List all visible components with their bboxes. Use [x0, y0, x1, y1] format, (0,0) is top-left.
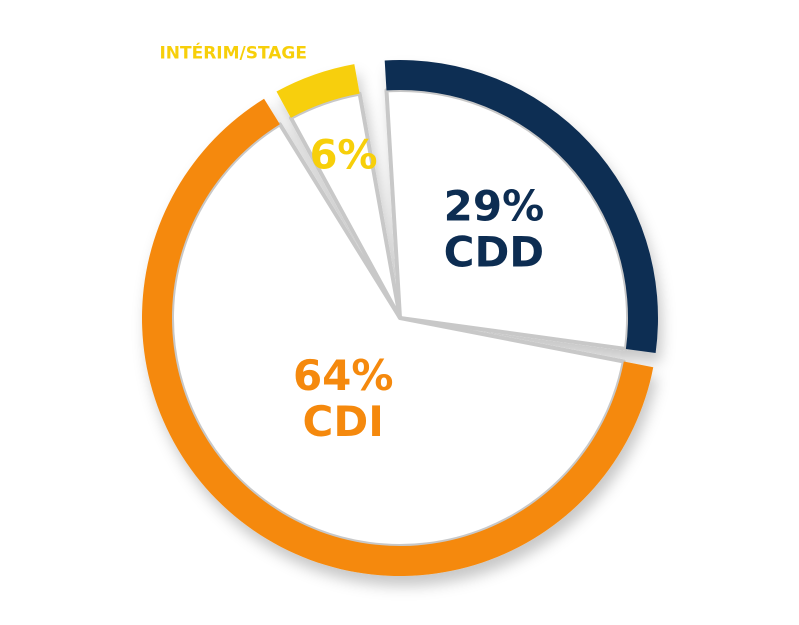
slice-inner: [384, 88, 630, 351]
slice-ring: [276, 64, 360, 118]
value-label: 6%: [310, 133, 378, 179]
category-label: INTÉRIM/STAGE: [159, 42, 307, 64]
labels: 29%CDD 64%CDI 6% INTÉRIM/STAGE: [159, 42, 544, 446]
slice-ring: [384, 60, 658, 354]
value-label: 29%: [444, 182, 545, 231]
slice-inner: [170, 122, 626, 548]
value-label: 64%: [293, 351, 394, 400]
pie: [142, 60, 658, 577]
category-label: CDI: [303, 397, 384, 446]
category-label: CDD: [444, 228, 545, 277]
